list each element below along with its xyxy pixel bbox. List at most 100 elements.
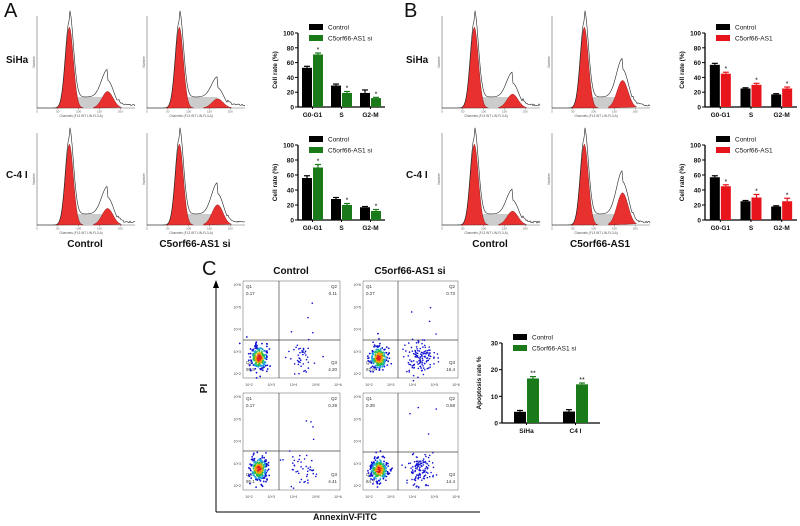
event-dot <box>315 475 317 478</box>
hist-x-title: Channels (FL3 INT LIN-FL3-A) <box>464 114 508 118</box>
significance-marker: * <box>755 77 758 84</box>
event-dot <box>421 357 424 360</box>
event-dot <box>376 362 378 364</box>
event-dot <box>266 463 268 466</box>
event-dot <box>381 347 384 349</box>
s-phase-fill <box>442 96 540 108</box>
event-dot <box>422 458 425 460</box>
event-dot <box>260 469 263 471</box>
event-dot <box>259 361 262 364</box>
event-dot <box>304 480 306 483</box>
event-dot <box>255 371 258 374</box>
quadrant-name: Q1 <box>246 284 253 289</box>
event-dot <box>257 356 260 359</box>
hist-x-tick-label: 0 <box>146 227 148 231</box>
event-dot <box>432 474 435 477</box>
event-dot <box>255 361 257 364</box>
y-tick-label: 0 <box>290 105 294 112</box>
event-dot <box>371 357 374 360</box>
event-dot <box>253 353 256 355</box>
histogram-trace <box>147 127 246 226</box>
significance-marker: * <box>724 66 727 73</box>
hist-x-tick-label: 100 <box>481 110 486 114</box>
event-dot <box>262 366 265 369</box>
col-label-b-over: C5orf66-AS1 <box>569 239 631 250</box>
event-dot <box>411 469 414 471</box>
event-dot <box>380 356 383 359</box>
event-dot <box>262 355 265 358</box>
bar-control <box>709 177 720 220</box>
event-dot <box>238 342 241 345</box>
hist-x-tick-label: 100 <box>76 110 81 114</box>
event-dot <box>429 306 432 309</box>
bar-c5orf66-as1 <box>720 186 731 220</box>
event-dot <box>251 471 254 474</box>
event-dot <box>290 330 293 333</box>
event-dot <box>428 352 431 354</box>
event-dot <box>292 468 295 471</box>
event-dot <box>282 458 284 461</box>
event-dot <box>372 360 374 363</box>
event-dot <box>372 471 375 473</box>
event-dot <box>302 353 304 356</box>
event-dot <box>267 468 270 471</box>
event-dot <box>373 359 376 362</box>
event-dot <box>410 467 412 469</box>
event-dot <box>266 364 269 367</box>
event-dot <box>411 478 413 481</box>
event-dot <box>261 471 264 474</box>
flow-y-tick-label: 10^4 <box>354 328 362 332</box>
quadrant-name: Q3 <box>449 360 456 365</box>
event-dot <box>433 357 435 359</box>
event-dot <box>253 457 256 460</box>
event-dot <box>423 477 426 480</box>
hist-x-tick-label: 0 <box>146 110 148 114</box>
event-dot <box>371 365 374 368</box>
event-dot <box>371 350 374 353</box>
event-dot <box>262 363 265 365</box>
event-dot <box>309 468 311 471</box>
event-dot <box>383 460 385 463</box>
significance-marker: ** <box>579 377 585 384</box>
event-dot <box>252 453 255 456</box>
event-dot <box>386 470 389 473</box>
event-dot <box>377 332 379 335</box>
event-dot <box>305 465 308 468</box>
event-dot <box>419 356 421 359</box>
event-dot <box>427 367 430 369</box>
flow-x-tick-label: 10^2 <box>245 495 253 499</box>
event-dot <box>381 359 384 361</box>
hist-x-tick-label: 100 <box>591 227 596 231</box>
event-dot <box>261 472 264 475</box>
event-dot <box>368 352 371 355</box>
event-dot <box>418 362 421 365</box>
histogram-trace <box>147 10 246 109</box>
event-dot <box>417 376 419 379</box>
event-dot <box>402 355 405 358</box>
bar-c5orf66-as1-si <box>313 167 323 220</box>
event-dot <box>249 473 252 476</box>
x-tick-label: G2-M <box>774 112 790 119</box>
event-dot <box>425 353 427 355</box>
event-dot <box>261 456 264 459</box>
event-dot <box>375 350 377 353</box>
event-dot <box>410 311 413 313</box>
event-dot <box>376 470 379 473</box>
g2-m-peak <box>608 192 638 226</box>
event-dot <box>251 458 254 461</box>
quadrant-name: Q3 <box>331 472 338 477</box>
bar-c5orf66-as1-si <box>342 92 352 107</box>
event-dot <box>305 371 308 373</box>
bar-control <box>302 67 312 107</box>
y-tick-label: 0 <box>290 218 294 225</box>
event-dot <box>304 369 306 372</box>
g2-m-peak <box>498 210 527 226</box>
bar-control <box>740 201 751 220</box>
event-dot <box>379 477 382 480</box>
bar-c5orf66-as1 <box>751 197 762 220</box>
y-tick-label: 30 <box>491 341 499 348</box>
event-dot <box>259 375 262 378</box>
legend-swatch <box>513 345 527 351</box>
event-dot <box>259 479 262 482</box>
x-tick-label: G0-G1 <box>303 112 323 119</box>
